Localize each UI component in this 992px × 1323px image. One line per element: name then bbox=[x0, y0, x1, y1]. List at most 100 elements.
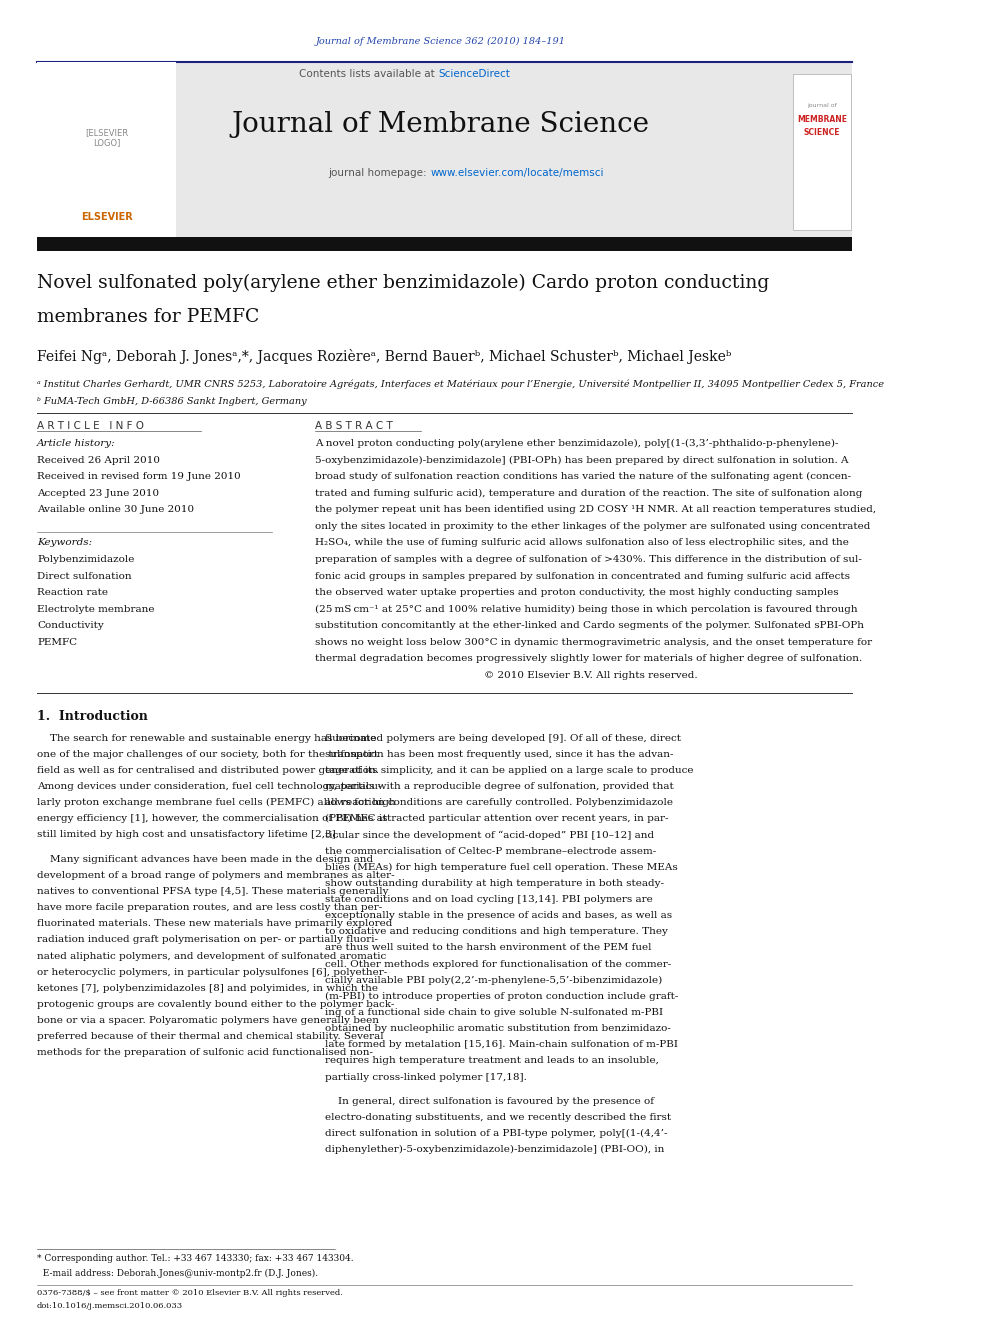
Text: www.elsevier.com/locate/memsci: www.elsevier.com/locate/memsci bbox=[431, 168, 604, 179]
Text: A novel proton conducting poly(arylene ether benzimidazole), poly[(1-(3,3’-phtha: A novel proton conducting poly(arylene e… bbox=[314, 439, 838, 448]
Text: obtained by nucleophilic aromatic substitution from benzimidazo-: obtained by nucleophilic aromatic substi… bbox=[325, 1024, 672, 1033]
Text: partially cross-linked polymer [17,18].: partially cross-linked polymer [17,18]. bbox=[325, 1073, 527, 1082]
Text: state conditions and on load cycling [13,14]. PBI polymers are: state conditions and on load cycling [13… bbox=[325, 894, 653, 904]
Text: ScienceDirect: ScienceDirect bbox=[438, 69, 510, 79]
Text: only the sites located in proximity to the ether linkages of the polymer are sul: only the sites located in proximity to t… bbox=[314, 521, 870, 531]
Text: or heterocyclic polymers, in particular polysulfones [6], polyether-: or heterocyclic polymers, in particular … bbox=[37, 967, 387, 976]
Text: blies (MEAs) for high temperature fuel cell operation. These MEAs: blies (MEAs) for high temperature fuel c… bbox=[325, 863, 678, 872]
Text: cell. Other methods explored for functionalisation of the commer-: cell. Other methods explored for functio… bbox=[325, 959, 672, 968]
Text: still limited by high cost and unsatisfactory lifetime [2,3].: still limited by high cost and unsatisfa… bbox=[37, 831, 339, 840]
Text: nated aliphatic polymers, and development of sulfonated aromatic: nated aliphatic polymers, and developmen… bbox=[37, 951, 386, 960]
Text: Among devices under consideration, fuel cell technology, particu-: Among devices under consideration, fuel … bbox=[37, 782, 382, 791]
Text: * Corresponding author. Tel.: +33 467 143330; fax: +33 467 143304.: * Corresponding author. Tel.: +33 467 14… bbox=[37, 1254, 354, 1263]
Text: A R T I C L E   I N F O: A R T I C L E I N F O bbox=[37, 421, 144, 431]
Text: exceptionally stable in the presence of acids and bases, as well as: exceptionally stable in the presence of … bbox=[325, 912, 673, 921]
Text: Reaction rate: Reaction rate bbox=[37, 587, 108, 597]
Text: fonic acid groups in samples prepared by sulfonation in concentrated and fuming : fonic acid groups in samples prepared by… bbox=[314, 572, 850, 581]
Text: Keywords:: Keywords: bbox=[37, 538, 92, 548]
Text: broad study of sulfonation reaction conditions has varied the nature of the sulf: broad study of sulfonation reaction cond… bbox=[314, 472, 851, 482]
Text: the observed water uptake properties and proton conductivity, the most highly co: the observed water uptake properties and… bbox=[314, 587, 838, 597]
Text: 1.  Introduction: 1. Introduction bbox=[37, 709, 148, 722]
Bar bbox=[794, 74, 851, 230]
Text: SCIENCE: SCIENCE bbox=[804, 128, 840, 136]
Text: PEMFC: PEMFC bbox=[37, 638, 77, 647]
Bar bbox=[37, 62, 177, 238]
Text: have more facile preparation routes, and are less costly than per-: have more facile preparation routes, and… bbox=[37, 904, 382, 912]
Text: one of the major challenges of our society, both for the transport: one of the major challenges of our socie… bbox=[37, 750, 378, 759]
Text: Received in revised form 19 June 2010: Received in revised form 19 June 2010 bbox=[37, 472, 241, 482]
Text: show outstanding durability at high temperature in both steady-: show outstanding durability at high temp… bbox=[325, 878, 665, 888]
Text: larly proton exchange membrane fuel cells (PEMFC) allows for high: larly proton exchange membrane fuel cell… bbox=[37, 798, 396, 807]
Text: Novel sulfonated poly(arylene ether benzimidazole) Cardo proton conducting: Novel sulfonated poly(arylene ether benz… bbox=[37, 274, 769, 292]
Text: all reaction conditions are carefully controlled. Polybenzimidazole: all reaction conditions are carefully co… bbox=[325, 798, 674, 807]
Text: energy efficiency [1], however, the commercialisation of PEMFC is: energy efficiency [1], however, the comm… bbox=[37, 814, 388, 823]
Text: A B S T R A C T: A B S T R A C T bbox=[314, 421, 393, 431]
Text: development of a broad range of polymers and membranes as alter-: development of a broad range of polymers… bbox=[37, 871, 395, 880]
Text: ing of a functional side chain to give soluble N-sulfonated m-PBI: ing of a functional side chain to give s… bbox=[325, 1008, 664, 1017]
Text: journal of: journal of bbox=[807, 103, 837, 108]
Text: substitution concomitantly at the ether-linked and Cardo segments of the polymer: substitution concomitantly at the ether-… bbox=[314, 620, 864, 630]
Text: (25 mS cm⁻¹ at 25°C and 100% relative humidity) being those in which percolation: (25 mS cm⁻¹ at 25°C and 100% relative hu… bbox=[314, 605, 857, 614]
Text: ᵃ Institut Charles Gerhardt, UMR CNRS 5253, Laboratoire Agrégats, Interfaces et : ᵃ Institut Charles Gerhardt, UMR CNRS 52… bbox=[37, 380, 884, 389]
Text: natives to conventional PFSA type [4,5]. These materials generally: natives to conventional PFSA type [4,5].… bbox=[37, 886, 389, 896]
Text: journal homepage:: journal homepage: bbox=[328, 168, 431, 179]
Text: Journal of Membrane Science 362 (2010) 184–191: Journal of Membrane Science 362 (2010) 1… bbox=[315, 37, 565, 45]
Bar bbox=[37, 62, 852, 238]
Text: fluorinated materials. These new materials have primarily explored: fluorinated materials. These new materia… bbox=[37, 919, 393, 929]
Text: cially available PBI poly(2,2’-m-phenylene-5,5’-bibenzimidazole): cially available PBI poly(2,2’-m-phenyle… bbox=[325, 975, 663, 984]
Text: protogenic groups are covalently bound either to the polymer back-: protogenic groups are covalently bound e… bbox=[37, 1000, 395, 1009]
Text: The search for renewable and sustainable energy has become: The search for renewable and sustainable… bbox=[37, 733, 376, 742]
Text: Contents lists available at: Contents lists available at bbox=[300, 69, 438, 79]
Text: bone or via a spacer. Polyaromatic polymers have generally been: bone or via a spacer. Polyaromatic polym… bbox=[37, 1016, 379, 1025]
Text: shows no weight loss below 300°C in dynamic thermogravimetric analysis, and the : shows no weight loss below 300°C in dyna… bbox=[314, 638, 872, 647]
Text: Accepted 23 June 2010: Accepted 23 June 2010 bbox=[37, 488, 159, 497]
Text: Article history:: Article history: bbox=[37, 439, 116, 448]
Text: the commercialisation of Celtec-P membrane–electrode assem-: the commercialisation of Celtec-P membra… bbox=[325, 847, 657, 856]
Text: tage of its simplicity, and it can be applied on a large scale to produce: tage of its simplicity, and it can be ap… bbox=[325, 766, 693, 775]
Text: Available online 30 June 2010: Available online 30 June 2010 bbox=[37, 505, 194, 515]
Text: methods for the preparation of sulfonic acid functionalised non-: methods for the preparation of sulfonic … bbox=[37, 1048, 373, 1057]
Text: electro-donating substituents, and we recently described the first: electro-donating substituents, and we re… bbox=[325, 1113, 672, 1122]
Text: late formed by metalation [15,16]. Main-chain sulfonation of m-PBI: late formed by metalation [15,16]. Main-… bbox=[325, 1040, 679, 1049]
Text: to oxidative and reducing conditions and high temperature. They: to oxidative and reducing conditions and… bbox=[325, 927, 669, 937]
Text: Electrolyte membrane: Electrolyte membrane bbox=[37, 605, 155, 614]
Bar bbox=[37, 237, 852, 251]
Text: field as well as for centralised and distributed power generation.: field as well as for centralised and dis… bbox=[37, 766, 379, 775]
Text: Received 26 April 2010: Received 26 April 2010 bbox=[37, 455, 160, 464]
Text: requires high temperature treatment and leads to an insoluble,: requires high temperature treatment and … bbox=[325, 1056, 659, 1065]
Text: ticular since the development of “acid-doped” PBI [10–12] and: ticular since the development of “acid-d… bbox=[325, 831, 655, 840]
Text: Conductivity: Conductivity bbox=[37, 620, 104, 630]
Text: © 2010 Elsevier B.V. All rights reserved.: © 2010 Elsevier B.V. All rights reserved… bbox=[314, 671, 697, 680]
Text: MEMBRANE: MEMBRANE bbox=[797, 115, 847, 123]
Text: ketones [7], polybenzimidazoles [8] and polyimides, in which the: ketones [7], polybenzimidazoles [8] and … bbox=[37, 984, 378, 992]
Text: 0376-7388/$ – see front matter © 2010 Elsevier B.V. All rights reserved.: 0376-7388/$ – see front matter © 2010 El… bbox=[37, 1289, 343, 1297]
Text: preferred because of their thermal and chemical stability. Several: preferred because of their thermal and c… bbox=[37, 1032, 384, 1041]
Text: In general, direct sulfonation is favoured by the presence of: In general, direct sulfonation is favour… bbox=[325, 1097, 655, 1106]
Text: (PBI) has attracted particular attention over recent years, in par-: (PBI) has attracted particular attention… bbox=[325, 814, 669, 823]
Text: the polymer repeat unit has been identified using 2D COSY ¹H NMR. At all reactio: the polymer repeat unit has been identif… bbox=[314, 505, 876, 515]
Text: (m-PBI) to introduce properties of proton conduction include graft-: (m-PBI) to introduce properties of proto… bbox=[325, 992, 679, 1002]
Text: sulfonation has been most frequently used, since it has the advan-: sulfonation has been most frequently use… bbox=[325, 750, 674, 759]
Text: Journal of Membrane Science: Journal of Membrane Science bbox=[232, 111, 650, 138]
Text: fluorinated polymers are being developed [9]. Of all of these, direct: fluorinated polymers are being developed… bbox=[325, 733, 682, 742]
Text: 5-oxybenzimidazole)-benzimidazole] (PBI-OPh) has been prepared by direct sulfona: 5-oxybenzimidazole)-benzimidazole] (PBI-… bbox=[314, 455, 848, 464]
Text: membranes for PEMFC: membranes for PEMFC bbox=[37, 308, 259, 327]
Text: thermal degradation becomes progressively slightly lower for materials of higher: thermal degradation becomes progressivel… bbox=[314, 654, 862, 663]
Text: radiation induced graft polymerisation on per- or partially fluori-: radiation induced graft polymerisation o… bbox=[37, 935, 378, 945]
Text: ᵇ FuMA-Tech GmbH, D-66386 Sankt Ingbert, Germany: ᵇ FuMA-Tech GmbH, D-66386 Sankt Ingbert,… bbox=[37, 397, 307, 406]
Text: preparation of samples with a degree of sulfonation of >430%. This difference in: preparation of samples with a degree of … bbox=[314, 554, 862, 564]
Text: materials with a reproducible degree of sulfonation, provided that: materials with a reproducible degree of … bbox=[325, 782, 674, 791]
Text: ELSEVIER: ELSEVIER bbox=[80, 212, 133, 222]
Text: Feifei Ngᵃ, Deborah J. Jonesᵃ,*, Jacques Rozièreᵃ, Bernd Bauerᵇ, Michael Schuste: Feifei Ngᵃ, Deborah J. Jonesᵃ,*, Jacques… bbox=[37, 349, 731, 364]
Text: Direct sulfonation: Direct sulfonation bbox=[37, 572, 132, 581]
Text: doi:10.1016/j.memsci.2010.06.033: doi:10.1016/j.memsci.2010.06.033 bbox=[37, 1302, 184, 1310]
Text: direct sulfonation in solution of a PBI-type polymer, poly[(1-(4,4’-: direct sulfonation in solution of a PBI-… bbox=[325, 1129, 668, 1138]
Text: H₂SO₄, while the use of fuming sulfuric acid allows sulfonation also of less ele: H₂SO₄, while the use of fuming sulfuric … bbox=[314, 538, 848, 548]
Text: Polybenzimidazole: Polybenzimidazole bbox=[37, 554, 134, 564]
Text: Many significant advances have been made in the design and: Many significant advances have been made… bbox=[37, 855, 373, 864]
Text: are thus well suited to the harsh environment of the PEM fuel: are thus well suited to the harsh enviro… bbox=[325, 943, 652, 953]
Text: [ELSEVIER
LOGO]: [ELSEVIER LOGO] bbox=[85, 128, 128, 147]
Text: diphenylether)-5-oxybenzimidazole)-benzimidazole] (PBI-OO), in: diphenylether)-5-oxybenzimidazole)-benzi… bbox=[325, 1146, 665, 1154]
Text: E-mail address: Deborah.Jones@univ-montp2.fr (D.J. Jones).: E-mail address: Deborah.Jones@univ-montp… bbox=[37, 1269, 318, 1278]
Text: trated and fuming sulfuric acid), temperature and duration of the reaction. The : trated and fuming sulfuric acid), temper… bbox=[314, 488, 862, 497]
